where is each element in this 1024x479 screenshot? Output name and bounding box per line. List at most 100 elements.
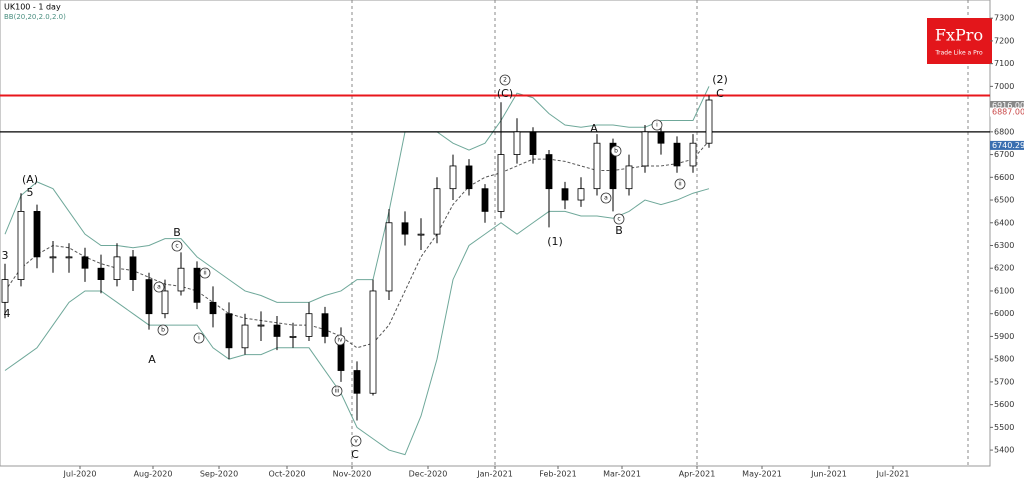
indicator-label: BB(20,20,2.0,2.0): [4, 13, 66, 21]
x-tick-label: Jun-2021: [810, 470, 847, 479]
wave-label: A: [148, 353, 156, 366]
wave-label: (2): [712, 73, 728, 86]
y-tick-label: 5400: [994, 446, 1014, 455]
wave-label: 5: [27, 186, 34, 199]
candle-body: [705, 99, 713, 144]
candle-body: [577, 188, 585, 201]
y-tick-label: 5600: [994, 400, 1014, 409]
bollinger-band: [4, 188, 710, 456]
candle-body: [1, 279, 9, 303]
x-tick-label: Oct-2020: [268, 470, 305, 479]
bollinger-band: [4, 140, 710, 349]
candle-body: [689, 142, 697, 167]
y-tick-label: 5700: [994, 377, 1014, 386]
price-label: 6887.00: [992, 108, 1024, 117]
wave-label: 3: [2, 249, 9, 262]
wave-label: (1): [547, 235, 563, 248]
price-label-box: [990, 107, 1024, 117]
candle-body: [273, 324, 281, 337]
candle-body: [369, 290, 377, 394]
candle-body: [257, 324, 265, 327]
candle-body: [385, 222, 393, 292]
y-tick-label: 7200: [994, 36, 1014, 45]
price-label-box: [990, 100, 1024, 110]
wave-label: A: [590, 122, 598, 135]
y-tick-label: 7300: [994, 14, 1014, 23]
wave-label: (C): [497, 87, 513, 100]
wave-label: c: [175, 243, 178, 250]
wave-label: a: [604, 195, 608, 202]
y-tick-label: 5500: [994, 423, 1014, 432]
candle-body: [177, 267, 185, 292]
brand-logo: [927, 18, 992, 64]
wave-circle: [199, 267, 211, 279]
wave-label: iv: [337, 337, 343, 344]
candle-body: [17, 211, 25, 280]
brand-name: FxPro: [935, 26, 983, 45]
wave-circle: [171, 240, 183, 252]
candle-body: [209, 301, 217, 315]
x-tick-label: Sep-2020: [200, 470, 238, 479]
candle-body: [145, 279, 153, 315]
price-label-box: [990, 140, 1024, 150]
candle-body: [561, 188, 569, 201]
candle-body: [545, 154, 553, 190]
x-tick-label: Nov-2020: [333, 470, 372, 479]
wave-circle: [350, 435, 362, 447]
x-tick-label: Jul-2021: [876, 470, 910, 479]
wave-circle: [674, 178, 686, 190]
candle-body: [129, 256, 137, 280]
wave-label: (A): [22, 173, 38, 186]
price-label: 6740.29: [992, 141, 1024, 150]
x-tick-label: Dec-2020: [409, 470, 448, 479]
y-tick-label: 6800: [994, 127, 1014, 136]
y-tick-label: 6200: [994, 264, 1014, 273]
candle-body: [609, 142, 617, 190]
candle-body: [193, 267, 201, 303]
candle-body: [465, 165, 473, 190]
candle-body: [33, 211, 41, 258]
y-tick-label: 6000: [994, 309, 1014, 318]
candle-body: [529, 131, 537, 155]
x-tick-label: Feb-2021: [539, 470, 576, 479]
wave-label: i: [656, 122, 658, 129]
wave-circle: [499, 74, 511, 86]
wave-label: C: [716, 87, 724, 100]
wave-label: c: [617, 216, 620, 223]
candle-body: [49, 256, 57, 259]
candle-body: [417, 233, 425, 236]
wave-label: C: [351, 448, 359, 461]
y-tick-label: 6700: [994, 150, 1014, 159]
wave-label: ii: [678, 181, 682, 188]
candle-body: [81, 256, 89, 269]
y-tick-label: 6600: [994, 173, 1014, 182]
candle-body: [161, 290, 169, 315]
wave-label: v: [354, 438, 358, 445]
candle-body: [433, 188, 441, 235]
wave-circle: [193, 332, 205, 344]
y-tick-label: 5800: [994, 355, 1014, 364]
wave-circle: [600, 192, 612, 204]
candle-body: [641, 131, 649, 167]
y-tick-label: 6400: [994, 218, 1014, 227]
candle-body: [625, 165, 633, 190]
wave-label: B: [173, 226, 181, 239]
candle-body: [353, 370, 361, 394]
x-tick-label: Mar-2021: [603, 470, 641, 479]
wave-label: ii: [203, 270, 207, 277]
wave-circle: [153, 281, 165, 293]
candle-body: [305, 313, 313, 337]
y-tick-label: 6100: [994, 286, 1014, 295]
wave-circle: [157, 324, 169, 336]
y-tick-label: 7100: [994, 59, 1014, 68]
chart-title: UK100 - 1 day: [4, 3, 61, 12]
y-tick-label: 7000: [994, 82, 1014, 91]
wave-label: b: [614, 148, 618, 155]
wave-circle: [610, 145, 622, 157]
price-label: 6916.00: [992, 101, 1024, 110]
wave-label: 4: [4, 307, 11, 320]
candle-body: [673, 142, 681, 167]
candle-body: [97, 267, 105, 281]
